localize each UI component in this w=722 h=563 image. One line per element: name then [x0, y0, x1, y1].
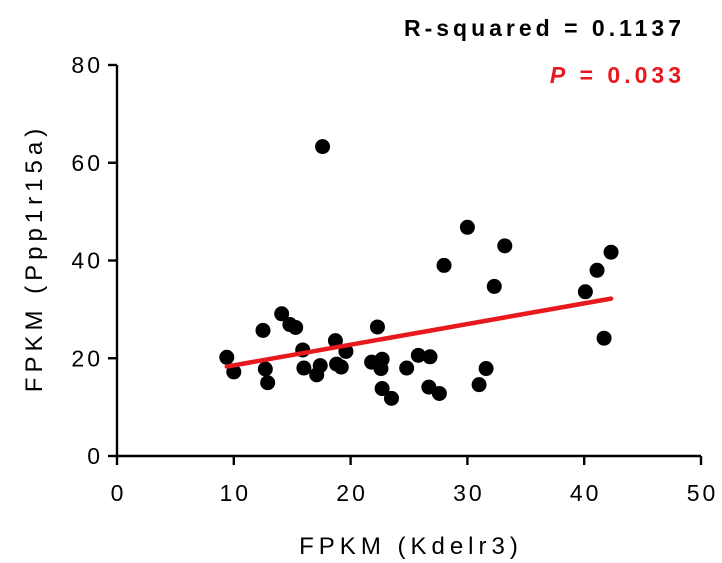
- data-point: [431, 385, 447, 401]
- x-tick-label: 40: [570, 480, 602, 506]
- y-tick-label: 60: [71, 150, 103, 176]
- regression-line: [224, 296, 614, 369]
- x-axis-ticks: 0 10 20 30 40 50: [111, 456, 719, 506]
- axes: 0 10 20 30 40 50 0 20 40 60 80: [71, 52, 719, 506]
- data-point: [333, 359, 349, 375]
- data-point: [459, 219, 475, 235]
- data-point: [219, 349, 235, 365]
- data-point: [274, 306, 290, 322]
- data-point: [260, 375, 276, 391]
- data-point: [374, 351, 390, 367]
- data-point: [596, 330, 612, 346]
- data-point: [369, 319, 385, 335]
- data-point: [471, 377, 487, 393]
- r-squared-annotation: R-squared = 0.1137: [404, 15, 685, 41]
- p-value-annotation: P = 0.033: [550, 62, 685, 88]
- x-tick-label: 50: [687, 480, 719, 506]
- x-axis-title: FPKM (Kdelr3): [299, 533, 523, 560]
- x-tick-label: 20: [336, 480, 368, 506]
- data-point: [410, 347, 426, 363]
- data-point: [257, 361, 273, 377]
- data-point: [315, 139, 331, 155]
- data-point: [478, 361, 494, 377]
- data-points: [219, 139, 619, 406]
- data-point: [255, 322, 271, 338]
- y-axis-ticks: 0 20 40 60 80: [71, 52, 117, 469]
- data-point: [603, 244, 619, 260]
- data-point: [327, 333, 343, 349]
- x-tick-label: 0: [111, 480, 127, 506]
- data-point: [288, 319, 304, 335]
- y-tick-label: 20: [71, 345, 103, 371]
- data-point: [422, 349, 438, 365]
- p-label: P: [550, 62, 569, 88]
- data-point: [296, 360, 312, 376]
- y-tick-label: 40: [71, 248, 103, 274]
- data-point: [436, 257, 452, 273]
- x-tick-label: 10: [220, 480, 252, 506]
- data-point: [312, 358, 328, 374]
- data-point: [374, 381, 390, 397]
- data-point: [589, 262, 605, 278]
- data-point: [497, 238, 513, 254]
- data-point: [577, 284, 593, 300]
- data-point: [399, 360, 415, 376]
- x-tick-label: 30: [453, 480, 485, 506]
- p-value: = 0.033: [569, 62, 685, 88]
- data-point: [486, 278, 502, 294]
- y-tick-label: 0: [87, 443, 103, 469]
- data-point: [383, 390, 399, 406]
- y-axis-title: FPKM (Ppp1r15a): [21, 124, 48, 392]
- y-tick-label: 80: [71, 52, 103, 78]
